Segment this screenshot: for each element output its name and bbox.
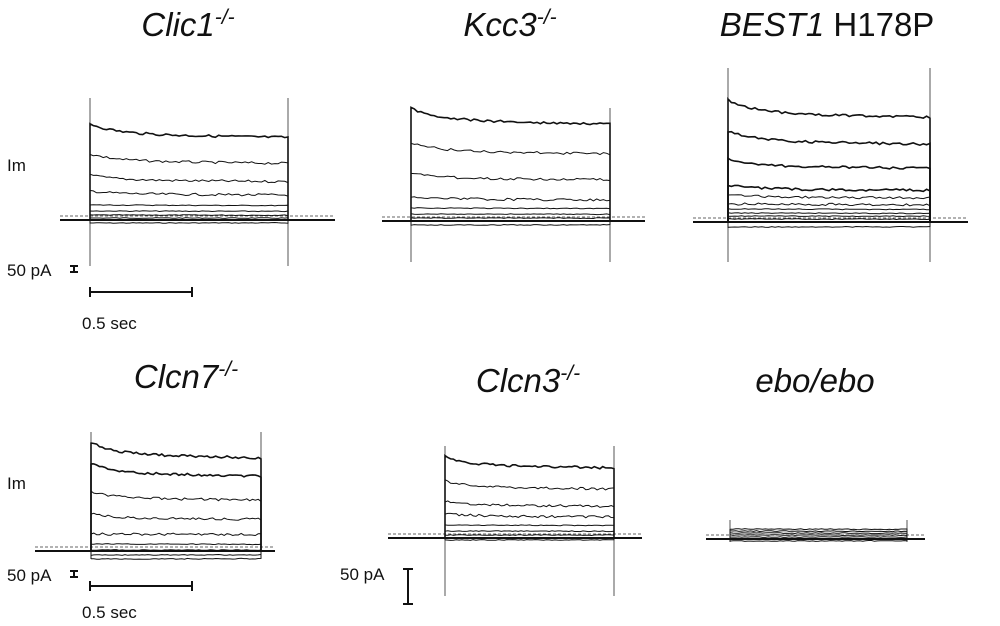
current-trace — [729, 536, 908, 539]
current-trace — [90, 490, 262, 551]
current-trace — [729, 534, 908, 539]
current-trace — [727, 130, 931, 222]
current-trace — [444, 538, 615, 541]
scale-time-label-top: 0.5 sec — [82, 314, 137, 333]
current-trace — [89, 189, 289, 220]
scale-time-label-bottom: 0.5 sec — [82, 603, 137, 622]
title-kcc3: Kcc3-/- — [463, 6, 557, 43]
current-trace — [444, 530, 615, 538]
current-trace — [89, 153, 289, 220]
current-trace — [444, 453, 615, 538]
current-trace — [444, 524, 615, 538]
current-trace — [410, 196, 611, 221]
current-trace — [410, 213, 611, 221]
current-trace — [410, 221, 611, 226]
title-best1: BEST1 H178P — [719, 6, 935, 43]
current-trace — [410, 142, 611, 221]
panel-kcc3-traces — [382, 106, 645, 262]
trace-layer — [35, 68, 968, 596]
current-trace — [727, 218, 931, 222]
current-trace — [727, 156, 931, 222]
current-trace — [89, 220, 289, 224]
current-trace — [90, 463, 262, 551]
current-trace — [89, 204, 289, 220]
current-trace — [90, 551, 262, 560]
current-trace — [89, 122, 289, 220]
current-trace — [90, 551, 262, 556]
current-trace — [729, 538, 908, 540]
current-trace — [727, 212, 931, 222]
current-trace — [410, 172, 611, 221]
panel-clic1-traces — [60, 98, 335, 266]
current-trace — [90, 543, 262, 551]
current-trace — [90, 549, 262, 551]
current-trace — [410, 217, 611, 221]
title-clic1: Clic1-/- — [141, 6, 235, 43]
current-trace — [727, 202, 931, 222]
title-clcn3: Clcn3-/- — [475, 362, 581, 399]
im-label-top: Im — [7, 156, 26, 175]
panel-best1-traces — [693, 68, 968, 262]
scale-current-label-clcn3: 50 pA — [340, 565, 385, 584]
current-trace — [90, 512, 262, 551]
current-trace — [727, 208, 931, 222]
current-trace — [729, 532, 908, 539]
current-trace — [90, 442, 262, 551]
current-trace — [729, 539, 908, 542]
current-trace — [89, 173, 289, 220]
current-trace — [727, 184, 931, 222]
panel-clcn3-traces — [388, 446, 642, 596]
current-trace — [410, 207, 611, 221]
im-label-bottom: Im — [7, 474, 26, 493]
current-trace — [444, 534, 615, 538]
panel-ebo-traces — [706, 520, 925, 542]
current-trace — [444, 512, 615, 538]
current-trace — [410, 106, 611, 221]
scale-current-label-top: 50 pA — [7, 261, 52, 280]
current-trace — [90, 532, 262, 551]
current-trace — [89, 214, 289, 220]
current-trace — [727, 222, 931, 228]
current-trace — [727, 215, 931, 222]
current-trace — [89, 217, 289, 220]
current-trace — [89, 210, 289, 220]
title-clcn7: Clcn7-/- — [133, 358, 239, 395]
current-trace — [444, 478, 615, 538]
panel-clcn7-traces — [35, 432, 275, 560]
title-ebo: ebo/ebo — [755, 362, 875, 399]
current-trace — [729, 530, 908, 539]
current-trace — [727, 221, 931, 223]
current-trace — [727, 194, 931, 222]
scale-current-label-bottom: 50 pA — [7, 566, 52, 585]
current-trace — [729, 528, 908, 539]
current-trace — [444, 500, 615, 538]
current-trace — [727, 96, 931, 222]
